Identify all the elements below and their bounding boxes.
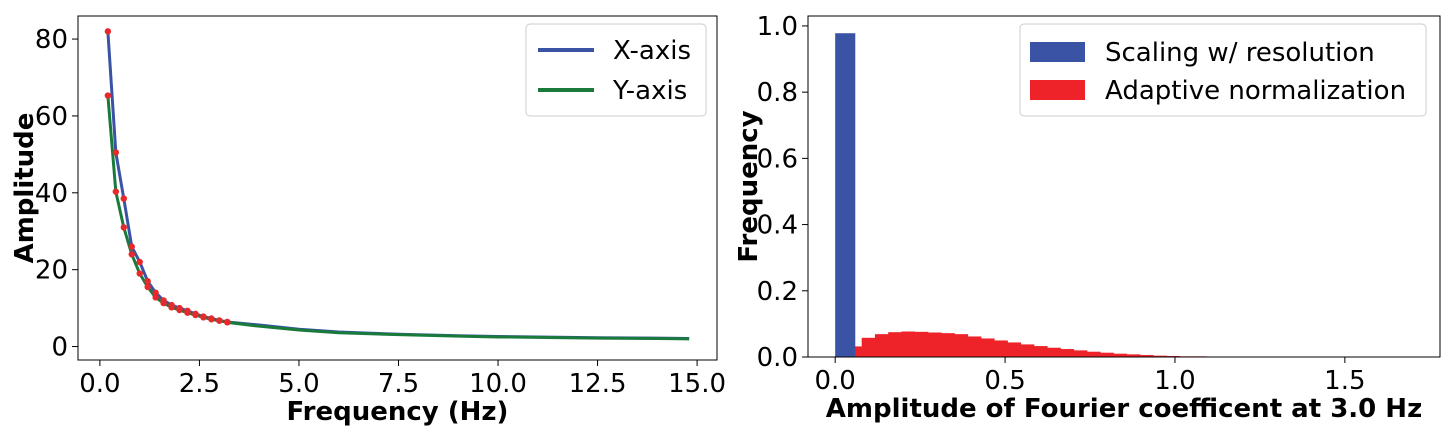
histogram-bar-adaptive <box>980 338 995 357</box>
histogram-bar-adaptive <box>1020 344 1035 357</box>
histogram-bar-adaptive <box>1033 346 1048 357</box>
data-point-x-axis <box>112 149 120 156</box>
histogram-bar-scaling <box>835 33 856 357</box>
left-x-tick-label: 15.0 <box>668 369 726 399</box>
left-y-tick-label: 0 <box>51 333 68 363</box>
left-legend-box <box>525 23 707 117</box>
right-y-tick-label: 1.0 <box>757 12 798 42</box>
right-y-tick-label: 0.6 <box>757 144 798 174</box>
data-point-y-axis <box>128 251 135 258</box>
histogram-bar-adaptive <box>901 331 916 357</box>
amplitude-frequency-line-chart: 0.0 2.5 5.0 7.5 10.0 12.5 15.0 0 20 40 60 80 Frequen… <box>10 15 726 427</box>
fourier-coefficient-histogram: 0.0 0.5 1.0 1.50.00.20.40.60.81.0Amplitude … <box>734 12 1441 424</box>
right-x-tick-label: 1.5 <box>1324 366 1365 396</box>
histogram-bar-adaptive <box>874 334 889 357</box>
left-y-tick-label: 40 <box>35 179 68 209</box>
legend-label-y-axis: Y-axis <box>612 76 687 106</box>
left-y-axis-label: Amplitude <box>10 113 40 264</box>
data-point-y-axis <box>184 309 191 316</box>
right-x-tick-label: 0.5 <box>984 366 1025 396</box>
right-y-tick-label: 0.4 <box>757 211 798 241</box>
histogram-bar-adaptive <box>914 331 929 357</box>
histogram-bar-adaptive <box>954 334 969 357</box>
histogram-bar-adaptive <box>1047 347 1061 357</box>
right-x-axis-label: Amplitude of Fourier coefficent at 3.0 H… <box>826 394 1422 424</box>
right-y-tick-label: 0.2 <box>757 277 798 307</box>
left-x-tick-label: 2.5 <box>179 369 220 399</box>
histogram-bar-adaptive <box>1086 351 1101 357</box>
data-point-y-axis <box>136 270 143 277</box>
histogram-bar-adaptive <box>1126 354 1141 357</box>
right-y-axis-label: Frequency <box>734 110 764 262</box>
left-x-tick-label: 10.0 <box>469 369 527 399</box>
series-line-y-axis <box>106 95 690 341</box>
left-y-tick-label: 60 <box>35 102 68 132</box>
left-x-tick-label: 0.0 <box>79 369 120 399</box>
histogram-bar-adaptive <box>1153 355 1167 357</box>
data-point-x-axis <box>128 243 135 250</box>
data-point-y-axis <box>120 224 127 231</box>
right-x-tick-label: 0.0 <box>815 366 856 396</box>
data-point-y-axis <box>216 317 223 324</box>
data-point-y-axis <box>152 294 159 301</box>
data-point-x-axis <box>144 278 151 285</box>
legend-label-x-axis: X-axis <box>613 36 691 66</box>
left-legend: X-axis Y-axis <box>525 23 707 117</box>
right-legend: Scaling w/ resolution Adaptive normalizat… <box>1019 23 1427 117</box>
histogram-bar-adaptive <box>941 333 955 357</box>
data-point-y-axis <box>200 314 207 321</box>
histogram-bar-adaptive <box>967 336 982 357</box>
data-point-x-axis <box>120 195 127 202</box>
histogram-bar-adaptive <box>888 332 902 357</box>
data-point-y-axis <box>144 283 151 291</box>
right-legend-box <box>1019 23 1427 117</box>
data-point-y-axis <box>112 188 120 195</box>
histogram-bar-adaptive <box>1007 342 1022 357</box>
left-x-tick-label: 12.5 <box>569 369 627 399</box>
legend-swatch-adaptive <box>1030 80 1085 100</box>
histogram-bar-adaptive <box>1113 353 1128 357</box>
left-x-tick-label: 5.0 <box>278 369 319 399</box>
histogram-bar-adaptive <box>861 337 876 357</box>
histogram-bar-adaptive <box>1100 352 1114 357</box>
histogram-bar-adaptive <box>994 340 1008 357</box>
data-point-x-axis <box>152 289 159 296</box>
histogram-bar-adaptive <box>1060 349 1075 357</box>
histogram-bar-adaptive <box>1139 355 1154 357</box>
data-point-y-axis <box>168 304 175 311</box>
right-x-tick-label: 1.0 <box>1154 366 1195 396</box>
data-point-y-axis <box>224 319 231 326</box>
data-point-y-axis <box>104 92 112 99</box>
left-x-axis-label: Frequency (Hz) <box>287 397 509 427</box>
data-point-y-axis <box>208 316 215 323</box>
data-point-y-axis <box>160 299 167 307</box>
left-y-tick-label: 80 <box>35 25 68 55</box>
left-plot-frame <box>77 15 718 361</box>
data-point-y-axis <box>176 306 183 314</box>
legend-label-scaling: Scaling w/ resolution <box>1105 38 1375 68</box>
right-plot-frame <box>807 15 1441 358</box>
histogram-bar-adaptive <box>927 332 942 357</box>
data-point-x-axis <box>136 258 143 266</box>
right-y-tick-label: 0.8 <box>757 78 798 108</box>
legend-label-adaptive: Adaptive normalization <box>1105 76 1406 106</box>
right-y-tick-label: 0.0 <box>757 343 798 373</box>
left-y-tick-label: 20 <box>35 256 68 286</box>
legend-swatch-scaling <box>1030 42 1085 62</box>
data-point-y-axis <box>192 311 199 319</box>
left-x-tick-label: 7.5 <box>378 369 419 399</box>
data-point-x-axis <box>104 28 112 35</box>
histogram-bar-adaptive <box>1073 350 1088 357</box>
